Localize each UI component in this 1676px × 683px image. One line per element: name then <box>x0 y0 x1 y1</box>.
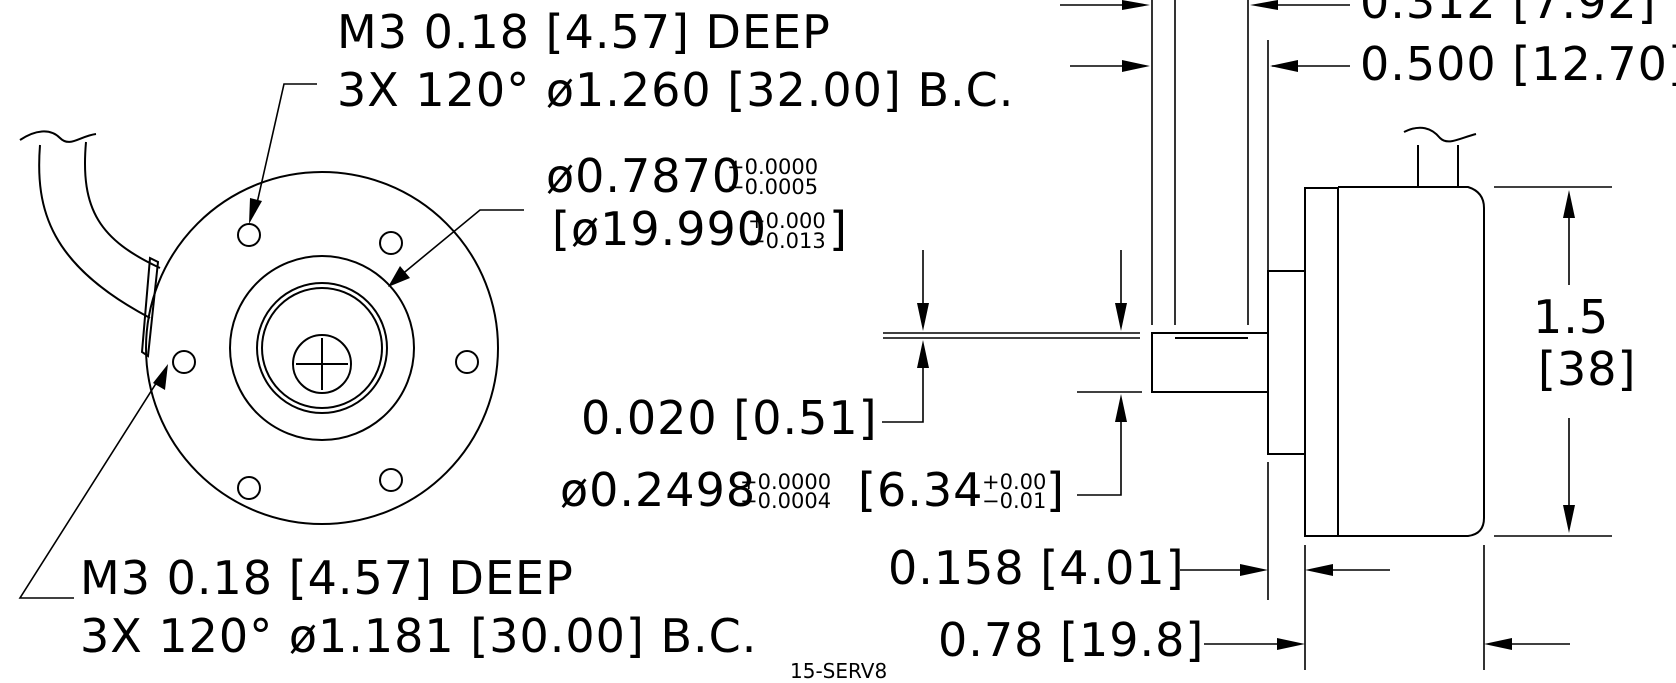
arrowhead <box>1122 0 1150 10</box>
leader-pilot <box>399 209 524 277</box>
inner-holes-pattern: 3X 120° ø1.181 [30.00] B.C. <box>80 609 757 663</box>
bearing-outer <box>256 282 388 414</box>
cable-outline <box>38 141 161 319</box>
arrowhead <box>1277 638 1305 650</box>
arrowhead <box>388 266 410 287</box>
arrowhead <box>1250 0 1278 10</box>
arrowhead <box>1270 60 1298 72</box>
drawing-id: 15-SERV8 <box>790 659 887 683</box>
shaft-metric-tol-minus: −0.01 <box>982 489 1046 513</box>
mounting-hole <box>237 476 261 500</box>
pilot-metric-close: ] <box>829 202 848 256</box>
shaft-metric-tol-plus: +0.00 <box>982 470 1046 494</box>
pilot-tol-minus: −0.0005 <box>727 175 818 199</box>
cable-break <box>19 130 97 143</box>
arrowhead <box>1563 190 1575 218</box>
outer-holes-pattern: 3X 120° ø1.260 [32.00] B.C. <box>337 63 1014 117</box>
shaft-side <box>1151 332 1269 393</box>
shaft-end <box>292 334 352 394</box>
housing-outline <box>145 171 499 525</box>
pilot-diameter: ø0.7870 <box>546 149 742 203</box>
body-outline <box>1338 186 1485 537</box>
arrowhead <box>1305 564 1333 576</box>
pilot-length-dimension: 0.158 [4.01] <box>888 541 1185 595</box>
height-dimension-metric: [38] <box>1538 342 1636 396</box>
pilot-metric-tol-minus: −0.013 <box>748 229 826 253</box>
front-view <box>18 83 524 599</box>
pilot-side <box>1267 270 1306 455</box>
shaft-tol-minus: −0.0004 <box>740 489 831 513</box>
shaft-diameter-metric: [6.34 <box>858 463 983 517</box>
dimension-labels: M3 0.18 [4.57] DEEP 3X 120° ø1.260 [32.0… <box>80 0 1676 683</box>
arrowhead <box>1122 60 1150 72</box>
pilot-tol-plus: +0.0000 <box>727 155 818 179</box>
bearing-inner <box>261 287 383 409</box>
shaft-diameter: ø0.2498 <box>560 463 756 517</box>
mounting-hole <box>237 223 261 247</box>
mounting-hole <box>379 468 403 492</box>
shaft-tol-plus: +0.0000 <box>740 470 831 494</box>
arrowhead <box>153 364 168 390</box>
mounting-hole <box>379 231 403 255</box>
arrowhead <box>1484 638 1512 650</box>
pilot-metric-tol-plus: +0.000 <box>748 209 826 233</box>
side-view <box>882 0 1612 670</box>
cable-strain-relief <box>140 256 160 358</box>
arrowhead <box>917 303 929 331</box>
mounting-hole <box>455 350 479 374</box>
flat-depth-dimension: 0.020 [0.51] <box>581 391 878 445</box>
body-length-dimension: 0.78 [19.8] <box>938 613 1204 667</box>
inner-holes-thread: M3 0.18 [4.57] DEEP <box>80 551 574 605</box>
dim-line <box>1077 405 1122 496</box>
arrowhead <box>1115 303 1127 331</box>
shaft-metric-close: ] <box>1046 463 1065 517</box>
pilot-diameter-metric: [ø19.990 <box>552 202 767 256</box>
arrowhead <box>1563 505 1575 533</box>
leader-inner-holes <box>18 373 163 599</box>
arrowhead <box>1240 564 1268 576</box>
arrowhead <box>917 340 929 368</box>
cable-break <box>1403 126 1477 143</box>
outer-holes-thread: M3 0.18 [4.57] DEEP <box>337 5 831 59</box>
top-partial-dimension: 0.312 [7.92] <box>1360 0 1657 29</box>
mounting-hole <box>172 350 196 374</box>
flange <box>1304 187 1339 537</box>
dim-line <box>882 350 924 423</box>
leader-outer-holes <box>254 83 317 213</box>
arrowhead <box>1115 394 1127 422</box>
pilot-outline <box>229 255 415 441</box>
flat-length-dimension: 0.500 [12.70] <box>1360 37 1676 91</box>
height-dimension: 1.5 <box>1533 290 1609 344</box>
arrowhead <box>249 198 262 224</box>
